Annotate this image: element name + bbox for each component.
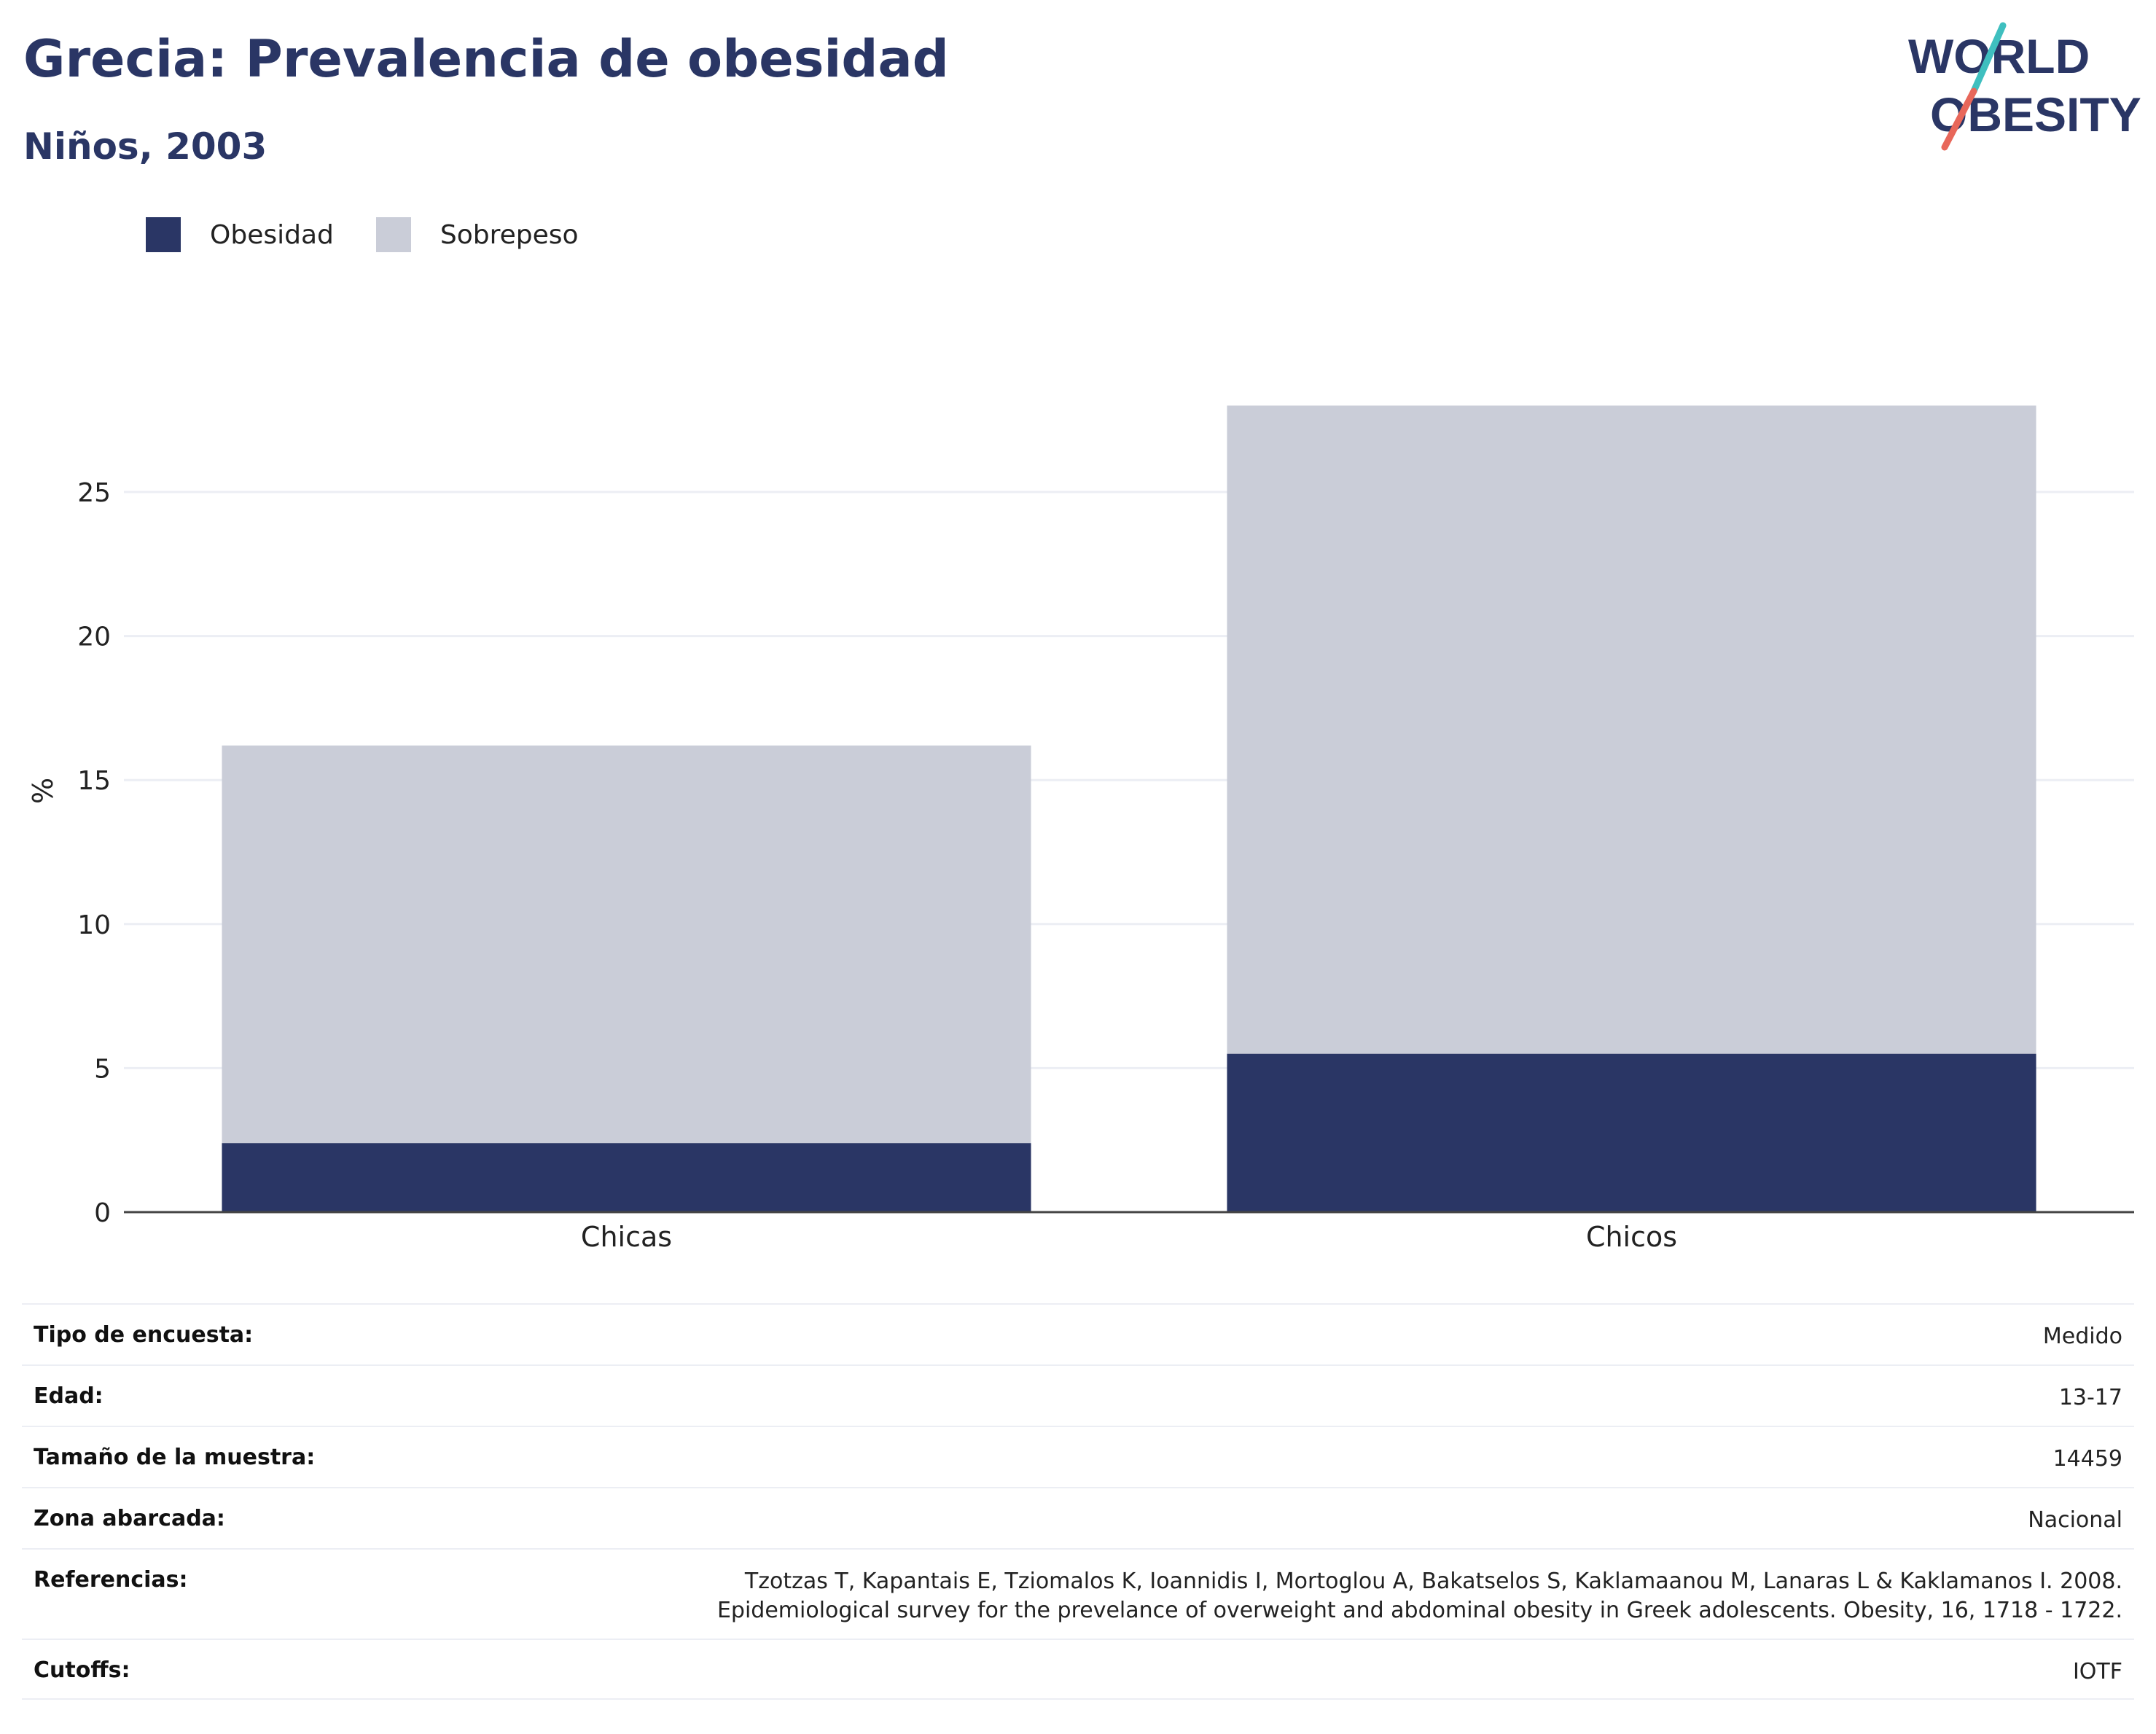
details-value-line: 13-17 [2058, 1385, 2122, 1410]
details-value-line: Nacional [2028, 1507, 2122, 1533]
details-row: Zona abarcada: Nacional [22, 1487, 2134, 1548]
details-value: 13-17 [2059, 1383, 2122, 1413]
world-obesity-logo: WORLD OBESITY [1908, 22, 2141, 151]
x-tick-label: Chicas [581, 1221, 672, 1253]
y-axis-label: % [27, 778, 59, 804]
survey-details-table: Tipo de encuesta: Medido Edad: 13-17 Tamaño … [22, 1303, 2134, 1700]
logo-slash-coral [1941, 87, 1977, 151]
details-value: Tzotzas T, Kapantais E, Tziomalos K, Ioa… [717, 1567, 2122, 1625]
y-tick-label: 15 [77, 766, 111, 796]
stacked-bar-chart: 0 5 10 15 20 25 Chicas Chicos% [27, 405, 2134, 1253]
legend-label: Obesidad [210, 219, 334, 250]
details-value: Medido [2043, 1322, 2122, 1351]
bar-obesidad-chicos [1227, 1053, 2036, 1212]
legend-swatch [146, 217, 181, 252]
details-label: Tipo de encuesta: [34, 1322, 254, 1348]
chart-subtitle: Niños, 2003 [23, 125, 267, 168]
x-tick-label: Chicos [1586, 1221, 1677, 1253]
details-row: Edad: 13-17 [22, 1364, 2134, 1426]
bar-obesidad-chicas [222, 1143, 1031, 1212]
y-tick-label: 5 [94, 1054, 111, 1084]
details-label: Edad: [34, 1383, 103, 1409]
bar-sobrepeso-chicas [222, 745, 1031, 1144]
details-label: Referencias: [34, 1567, 188, 1593]
chart-legend: Obesidad Sobrepeso [146, 217, 621, 252]
legend-label: Sobrepeso [440, 219, 579, 250]
details-row: Referencias: Tzotzas T, Kapantais E, Tzio… [22, 1548, 2134, 1639]
legend-item-obesidad[interactable]: Obesidad [146, 217, 334, 252]
details-value: Nacional [2028, 1506, 2122, 1535]
details-row: Cutoffs: IOTF [22, 1639, 2134, 1700]
details-label: Cutoffs: [34, 1657, 130, 1683]
details-value: 14459 [2053, 1445, 2122, 1474]
y-tick-label: 25 [77, 478, 111, 508]
details-value-line: Medido [2042, 1324, 2122, 1349]
logo-slash-teal [1970, 22, 2007, 95]
details-value-line: 14459 [2053, 1446, 2122, 1472]
details-label: Tamaño de la muestra: [34, 1445, 316, 1470]
y-tick-label: 10 [77, 910, 111, 940]
legend-swatch [375, 217, 411, 252]
details-value: IOTF [2073, 1657, 2122, 1687]
bar-sobrepeso-chicos [1227, 405, 2036, 1054]
details-value-line: Tzotzas T, Kapantais E, Tziomalos K, Ioa… [744, 1569, 2122, 1594]
chart-title: Grecia: Prevalencia de obesidad [23, 29, 949, 89]
details-value-line: IOTF [2072, 1659, 2122, 1684]
legend-item-sobrepeso[interactable]: Sobrepeso [375, 217, 579, 252]
y-tick-label: 20 [77, 622, 111, 652]
details-label: Zona abarcada: [34, 1506, 225, 1531]
details-row: Tipo de encuesta: Medido [22, 1303, 2134, 1364]
details-value-line: Epidemiological survey for the prevelanc… [716, 1598, 2122, 1623]
y-tick-label: 0 [94, 1198, 111, 1228]
details-row: Tamaño de la muestra: 14459 [22, 1426, 2134, 1487]
